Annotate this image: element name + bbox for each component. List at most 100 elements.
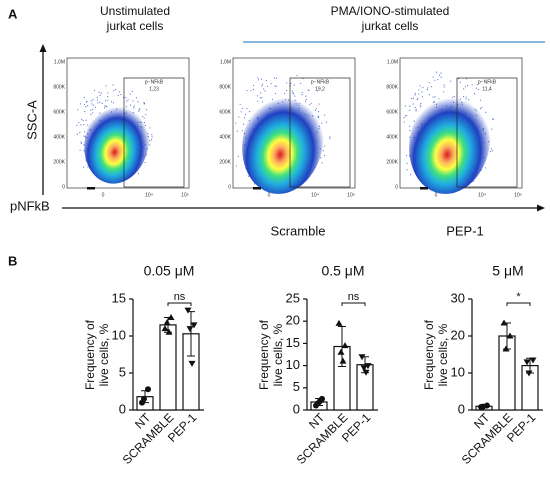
event-dot <box>83 149 85 152</box>
y-axis-label: Frequency of <box>422 319 436 390</box>
gate-name: p−NFkB <box>145 79 164 85</box>
event-dot <box>267 85 269 88</box>
y-tick-label: 1,0M <box>54 59 65 65</box>
event-dot <box>443 84 445 86</box>
event-dot <box>415 110 417 112</box>
event-dot <box>115 89 117 91</box>
gate <box>289 77 351 188</box>
y-tick-label: 800K <box>53 84 65 90</box>
event-dot <box>428 81 430 84</box>
event-dot <box>113 90 115 92</box>
event-dot <box>329 136 331 138</box>
point <box>500 319 508 326</box>
event-dot <box>85 119 87 121</box>
event-dot <box>96 96 98 98</box>
event-dot <box>238 116 240 118</box>
event-dot <box>243 117 246 119</box>
event-dot <box>265 79 268 82</box>
point <box>186 326 194 333</box>
event-dot <box>149 144 151 146</box>
event-dot <box>77 109 79 111</box>
event-dot <box>427 87 429 89</box>
event-dot <box>145 109 147 111</box>
event-dot <box>323 114 326 116</box>
event-dot <box>471 84 473 86</box>
event-dot <box>149 139 151 142</box>
arrow-head <box>537 204 545 212</box>
event-dot <box>125 97 127 99</box>
density <box>84 101 150 184</box>
event-dot <box>151 136 153 138</box>
event-dot <box>261 97 263 99</box>
event-dot <box>263 88 265 90</box>
y-tick-label: 400K <box>219 134 231 140</box>
event-dot <box>477 89 480 91</box>
event-dot <box>406 169 408 171</box>
event-dot <box>241 130 243 132</box>
y-tick-label: 0 <box>119 401 126 416</box>
event-dot <box>491 128 493 130</box>
event-dot <box>305 95 307 97</box>
point <box>506 332 514 339</box>
event-dot <box>92 104 95 106</box>
group-title: PMA/IONO-stimulated <box>331 4 450 18</box>
y-axis-label: live cells, % <box>271 323 285 386</box>
x-tick-label: 10⁴ <box>311 192 319 198</box>
event-dot <box>78 122 80 124</box>
event-dot <box>421 96 424 98</box>
annotation: * <box>516 291 521 303</box>
event-dot <box>321 162 323 164</box>
event-dot <box>466 78 468 80</box>
point <box>161 325 169 332</box>
event-dot <box>414 94 416 96</box>
axis-mark <box>87 187 95 190</box>
point <box>360 365 368 372</box>
plot-label: PEP-1 <box>446 223 484 238</box>
event-dot <box>320 157 322 159</box>
event-dot <box>118 91 121 93</box>
event-dot <box>438 74 441 76</box>
event-dot <box>99 101 101 103</box>
event-dot <box>117 94 119 96</box>
y-tick-label: 15 <box>112 290 126 305</box>
event-dot <box>94 106 97 108</box>
chart-title: 0.5 μM <box>321 263 364 279</box>
event-dot <box>110 101 113 103</box>
group-title: Unstimulated <box>100 4 170 18</box>
chart-title: 0.05 μM <box>144 263 195 279</box>
event-dot <box>418 89 420 91</box>
y-tick-label: 0 <box>293 401 300 416</box>
event-dot <box>301 91 303 94</box>
event-dot <box>79 132 81 134</box>
point <box>523 359 531 366</box>
event-dot <box>261 83 264 85</box>
event-dot <box>80 124 82 126</box>
event-dot <box>406 115 408 117</box>
x-tick-label: 0 <box>435 192 438 198</box>
event-dot <box>242 123 245 125</box>
y-tick-label: 0 <box>62 184 65 190</box>
event-dot <box>264 90 266 92</box>
event-dot <box>308 89 310 91</box>
y-tick-label: 400K <box>386 134 398 140</box>
event-dot <box>107 99 109 101</box>
event-dot <box>440 72 442 74</box>
y-axis-label: SSC-A <box>24 100 39 140</box>
event-dot <box>236 130 238 132</box>
event-dot <box>325 121 328 123</box>
event-dot <box>290 82 292 85</box>
event-dot <box>79 149 81 151</box>
event-dot <box>323 145 326 147</box>
event-dot <box>240 111 242 113</box>
event-dot <box>87 124 89 126</box>
axis-mark <box>420 187 428 190</box>
y-tick-label: 1,0M <box>220 59 231 65</box>
event-dot <box>324 155 326 157</box>
event-dot <box>403 121 405 123</box>
point <box>188 360 196 367</box>
event-dot <box>273 77 275 79</box>
event-dot <box>100 92 102 94</box>
y-tick-label: 600K <box>386 109 398 115</box>
y-tick-label: 10 <box>112 327 126 342</box>
